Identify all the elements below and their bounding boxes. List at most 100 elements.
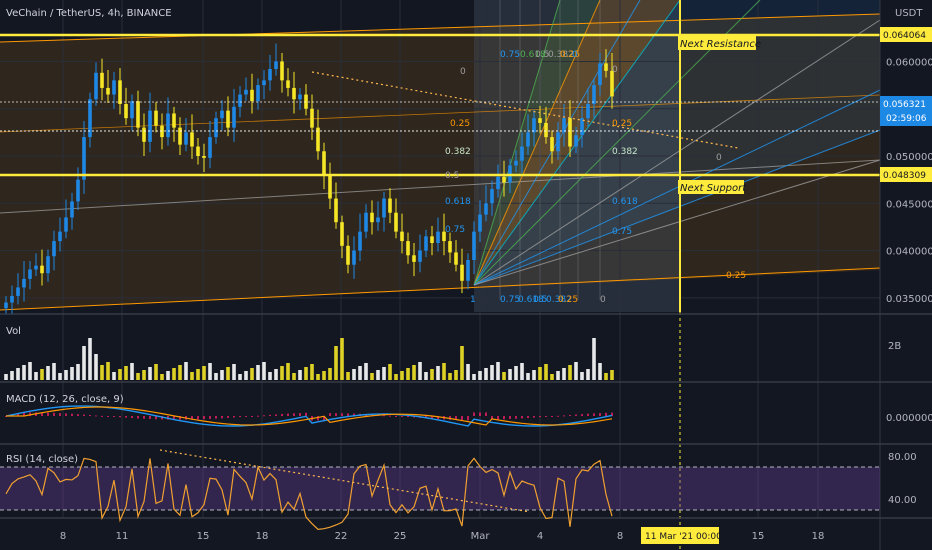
candle-body xyxy=(532,118,536,133)
time-axis-tick: 22 xyxy=(335,531,348,542)
macd-hist-bar xyxy=(521,416,523,419)
volume-bar xyxy=(556,371,560,380)
volume-bar xyxy=(4,374,8,380)
candle-body xyxy=(232,106,236,128)
candle-body xyxy=(4,302,8,309)
candle-body xyxy=(76,179,80,202)
macd-hist-bar xyxy=(569,414,571,416)
fib-label-bottom: 0 xyxy=(600,295,606,305)
candle-body xyxy=(382,198,386,218)
macd-hist-bar xyxy=(317,416,319,421)
macd-hist-bar xyxy=(503,416,505,420)
volume-bar xyxy=(196,369,200,380)
volume-bar xyxy=(580,372,584,380)
candle-body xyxy=(346,245,350,265)
fib-channel xyxy=(0,13,881,311)
volume-bar xyxy=(76,364,80,380)
candle-body xyxy=(214,118,218,138)
fib-label-right: 0.382 xyxy=(612,147,638,157)
fan-ray xyxy=(473,19,881,286)
volume-bar xyxy=(412,365,416,380)
macd-hist-bar xyxy=(305,412,307,416)
candle-body xyxy=(280,61,284,81)
volume-bar xyxy=(322,371,326,380)
candle-body xyxy=(550,137,554,152)
candle-body xyxy=(22,278,26,288)
volume-bar xyxy=(316,374,320,380)
macd-hist-bar xyxy=(329,413,331,416)
volume-bar xyxy=(184,362,188,380)
volume-bar xyxy=(28,362,32,380)
candle-body xyxy=(244,89,248,95)
fib-label-right: 0.25 xyxy=(612,119,632,129)
macd-hist-bar xyxy=(215,416,217,419)
macd-hist-bar xyxy=(89,414,91,416)
candle-body xyxy=(220,110,224,119)
candle-body xyxy=(610,70,614,97)
macd-hist-bar xyxy=(251,416,253,417)
macd-hist-bar xyxy=(587,413,589,416)
macd-hist-bar xyxy=(53,412,55,416)
candle-body xyxy=(58,231,62,242)
macd-hist-bar xyxy=(23,412,25,416)
volume-bar xyxy=(304,367,308,380)
volume-bar xyxy=(472,374,476,380)
candle-body xyxy=(94,72,98,100)
macd-hist-bar xyxy=(323,416,325,421)
annotation-support[interactable]: Next Support xyxy=(678,180,747,194)
volume-bar xyxy=(544,364,548,380)
fib-label-bottom: 1 xyxy=(470,295,476,305)
annotation-resistance[interactable]: Next Resistance xyxy=(678,36,761,50)
candles xyxy=(4,43,614,315)
volume-bar xyxy=(202,366,206,380)
macd-hist-bar xyxy=(527,416,529,419)
volume-bar xyxy=(124,366,128,380)
macd-hist-bar xyxy=(173,416,175,420)
volume-bar xyxy=(148,367,152,380)
time-axis-tick: 11 xyxy=(116,531,129,542)
candle-body xyxy=(136,101,140,128)
macd-hist-bar xyxy=(491,416,493,420)
macd-hist-bar xyxy=(131,416,133,419)
candle-body xyxy=(370,212,374,223)
fan-ray xyxy=(473,0,601,286)
candle-body xyxy=(160,125,164,138)
macd-hist-bar xyxy=(59,413,61,416)
price-axis-tick: 0.040000 xyxy=(886,247,932,258)
volume-bar xyxy=(46,366,50,380)
volume-bar xyxy=(130,363,134,380)
volume-bar xyxy=(82,346,86,380)
candle-body xyxy=(250,89,254,102)
volume-bar xyxy=(520,363,524,380)
candle-body xyxy=(586,104,590,119)
macd-hist-bar xyxy=(179,416,181,420)
rsi-axis-tick-80: 80.00 xyxy=(888,452,917,463)
resistance-price-tag: 0.064064 xyxy=(880,27,932,42)
fib-label: 0 xyxy=(460,67,466,77)
macd-hist-bar xyxy=(71,413,73,416)
macd-hist-bar xyxy=(605,412,607,416)
macd-hist-bar xyxy=(263,415,265,417)
fib-label-top: 0.75 xyxy=(500,50,520,60)
fan-ray xyxy=(473,129,881,286)
candle-body xyxy=(46,256,50,274)
time-axis-tick: 15 xyxy=(752,531,765,542)
volume-bar xyxy=(238,374,242,380)
candle-body xyxy=(352,250,356,265)
macd-hist-bar xyxy=(257,415,259,417)
volume-bar xyxy=(88,338,92,380)
macd-axis-tick: 0.000000 xyxy=(886,413,932,424)
candle-body xyxy=(130,101,134,119)
volume-bar xyxy=(178,365,182,380)
candle-body xyxy=(334,198,338,223)
candle-body xyxy=(124,104,128,119)
volume-bar xyxy=(418,362,422,380)
volume-bar xyxy=(34,372,38,380)
macd-hist-bar xyxy=(113,416,115,417)
time-axis-tick: 8 xyxy=(617,531,623,542)
volume-bar xyxy=(490,365,494,380)
svg-text:11 Mar '21 00:00: 11 Mar '21 00:00 xyxy=(645,532,722,542)
volume-bar xyxy=(370,373,374,380)
fib-label-bottom: 0.75 xyxy=(500,295,520,305)
